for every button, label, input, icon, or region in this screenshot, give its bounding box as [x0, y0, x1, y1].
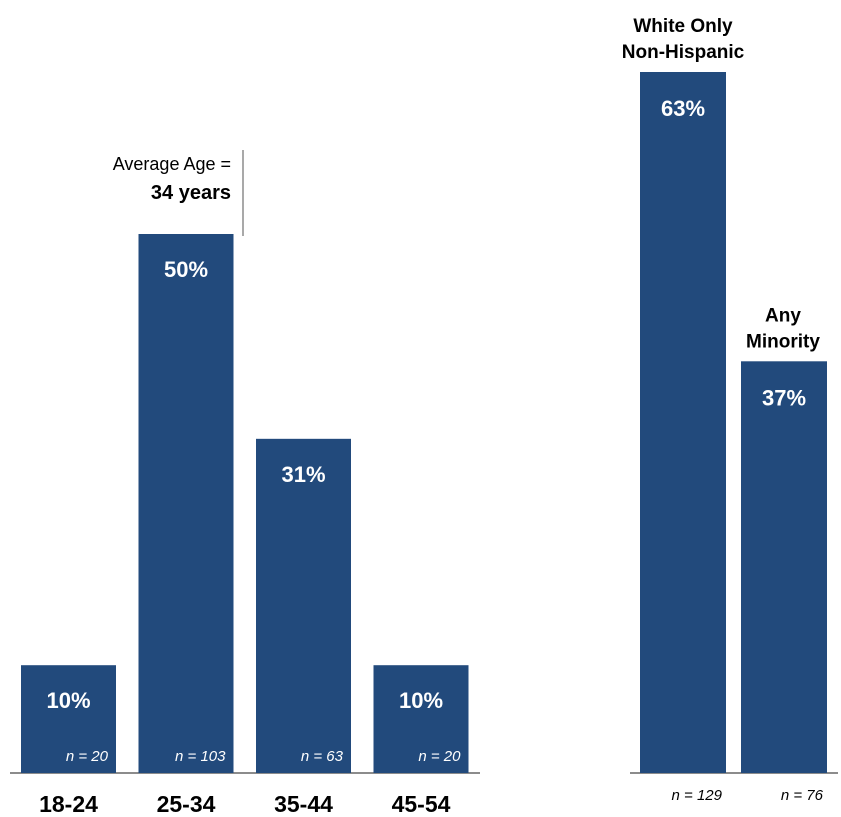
age-category-label: 18-24: [39, 791, 98, 817]
age-value-label: 10%: [399, 688, 443, 713]
age-category-label: 35-44: [274, 791, 333, 817]
age-n-label: n = 103: [175, 748, 226, 765]
average-age-value: 34 years: [151, 182, 231, 204]
ethnicity-value-label: 37%: [762, 385, 806, 410]
age-bar: [138, 234, 234, 773]
ethnicity-category-label: White Only: [633, 16, 733, 37]
age-category-label: 45-54: [392, 791, 451, 817]
age-chart: 10% n = 20 18-24 50% n = 103 25-34 31% n = 63 35…: [10, 234, 480, 817]
ethnicity-chart: 63% n = 129 White Only Non-Hispanic 37% n = 7…: [622, 16, 838, 804]
ethnicity-n-label: n = 76: [781, 787, 824, 804]
age-bar: [21, 665, 116, 773]
ethnicity-bar: [741, 361, 827, 773]
age-bar: [256, 438, 351, 773]
ethnicity-category-label: Minority: [746, 331, 820, 352]
age-value-label: 50%: [164, 257, 208, 282]
age-value-label: 10%: [46, 688, 90, 713]
age-bar: [373, 665, 469, 773]
age-n-label: n = 20: [66, 748, 109, 765]
ethnicity-value-label: 63%: [661, 96, 705, 121]
age-value-label: 31%: [281, 462, 325, 487]
ethnicity-bar: [640, 72, 726, 773]
ethnicity-category-label: Non-Hispanic: [622, 42, 745, 63]
age-n-label: n = 20: [418, 748, 461, 765]
ethnicity-category-label: Any: [765, 305, 801, 326]
average-age-label: Average Age =: [113, 154, 231, 174]
ethnicity-n-label: n = 129: [672, 787, 723, 804]
age-n-label: n = 63: [301, 748, 344, 765]
age-category-label: 25-34: [157, 791, 216, 817]
